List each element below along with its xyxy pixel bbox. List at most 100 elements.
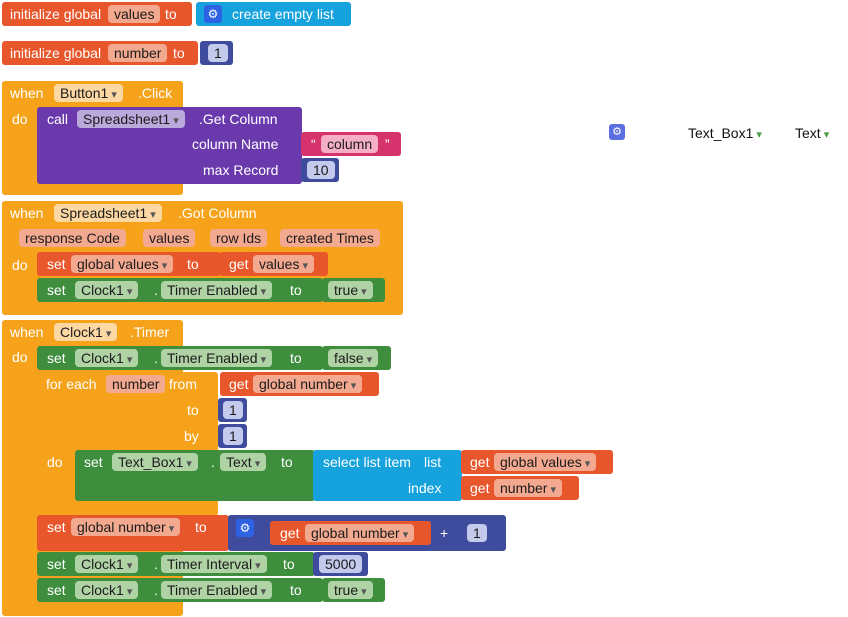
get-global-number-block[interactable]: get global number	[220, 372, 379, 396]
var-name-values[interactable]: values	[108, 5, 161, 23]
dot-label: .	[154, 582, 158, 598]
set-clock-timer-interval-block[interactable]: set Clock1 . Timer Interval to	[37, 552, 315, 576]
init-global-values-block[interactable]: initialize global values to	[2, 2, 192, 26]
component-dropdown[interactable]: Clock1	[75, 581, 139, 599]
component-dropdown[interactable]: Clock1	[75, 349, 139, 367]
to-label: to	[281, 454, 293, 470]
variable-dropdown[interactable]: global values	[494, 453, 597, 471]
get-values-block[interactable]: get values	[220, 252, 328, 276]
variable-dropdown[interactable]: global values	[71, 255, 174, 273]
when-label: when	[10, 205, 44, 221]
to-label: to	[290, 282, 302, 298]
boolean-dropdown[interactable]: false	[328, 349, 379, 367]
get-global-values-block[interactable]: get global values	[461, 450, 613, 474]
number-value[interactable]: 1	[223, 401, 243, 419]
dot-label: .	[211, 454, 215, 470]
property-dropdown[interactable]: Text	[220, 453, 267, 471]
number-block[interactable]: 5000	[313, 552, 368, 576]
when-label: when	[10, 85, 44, 101]
set-clock-timer-enabled-block[interactable]: set Clock1 . Timer Enabled to	[37, 346, 323, 370]
boolean-true-block[interactable]: true	[322, 578, 385, 602]
workspace-component-dropdown[interactable]: Text_Box1	[688, 124, 762, 144]
to-label: to	[290, 582, 302, 598]
gear-icon[interactable]: ⚙	[236, 519, 254, 537]
property-dropdown[interactable]: Timer Interval	[161, 555, 267, 573]
property-dropdown[interactable]: Timer Enabled	[161, 349, 273, 367]
select-list-item-block[interactable]: select list item list index	[313, 450, 462, 501]
number-value[interactable]: 1	[208, 44, 228, 62]
component-dropdown[interactable]: Text_Box1	[112, 453, 198, 471]
number-block[interactable]: 1	[200, 41, 233, 65]
set-label: set	[47, 582, 66, 598]
component-dropdown[interactable]: Clock1	[75, 555, 139, 573]
column-name-label: column Name	[192, 136, 279, 152]
dot-label: .	[154, 556, 158, 572]
variable-dropdown[interactable]: global number	[305, 524, 415, 542]
dot-label: .	[154, 282, 158, 298]
gear-icon[interactable]: ⚙	[204, 5, 222, 23]
for-each-label: for each	[46, 376, 97, 392]
index-label: index	[408, 480, 442, 496]
boolean-false-block[interactable]: false	[322, 346, 391, 370]
to-label: to	[187, 256, 199, 272]
param-created-times[interactable]: created Times	[280, 229, 380, 247]
variable-dropdown[interactable]: global number	[71, 518, 181, 536]
property-dropdown[interactable]: Timer Enabled	[161, 581, 273, 599]
number-block[interactable]: 10	[301, 158, 339, 182]
property-dropdown[interactable]: Timer Enabled	[161, 281, 273, 299]
component-dropdown[interactable]: Clock1	[54, 323, 118, 341]
workspace-property-dropdown[interactable]: Text	[795, 124, 829, 144]
do-label: do	[12, 111, 28, 127]
open-quote: “	[311, 136, 316, 152]
set-global-values-block[interactable]: set global values to	[37, 252, 221, 276]
component-dropdown[interactable]: Clock1	[75, 281, 139, 299]
do-label: do	[12, 257, 28, 273]
init-label: initialize global	[10, 6, 102, 22]
boolean-dropdown[interactable]: true	[328, 281, 373, 299]
call-get-column-block[interactable]: call Spreadsheet1 .Get Column column Nam…	[37, 107, 302, 184]
to-label: to	[165, 6, 177, 22]
component-dropdown[interactable]: Spreadsheet1	[77, 110, 185, 128]
set-clock-timer-enabled-block[interactable]: set Clock1 . Timer Enabled to	[37, 278, 323, 302]
create-empty-list-block[interactable]: ⚙ create empty list	[196, 2, 351, 26]
variable-dropdown[interactable]: global number	[253, 375, 363, 393]
get-global-number-block[interactable]: get global number	[270, 521, 431, 545]
plus-label: +	[440, 525, 449, 541]
init-global-number-block[interactable]: initialize global number to	[2, 41, 198, 65]
string-value[interactable]: column	[321, 135, 379, 153]
from-label: from	[169, 376, 197, 392]
boolean-true-block[interactable]: true	[322, 278, 385, 302]
event-label: .Click	[138, 85, 173, 101]
set-textbox-text-block[interactable]: set Text_Box1 . Text to	[75, 450, 315, 501]
get-number-block[interactable]: get number	[461, 476, 579, 500]
param-response-code[interactable]: response Code	[19, 229, 126, 247]
param-values[interactable]: values	[143, 229, 196, 247]
method-label: .Get Column	[199, 111, 278, 127]
param-row-ids[interactable]: row Ids	[210, 229, 268, 247]
number-value[interactable]: 10	[307, 161, 335, 179]
text-string-block[interactable]: “ column ”	[301, 132, 401, 156]
number-block[interactable]: 1	[461, 521, 497, 545]
var-name-number[interactable]: number	[108, 44, 168, 62]
get-label: get	[470, 480, 490, 496]
set-global-number-block[interactable]: set global number to	[37, 515, 229, 551]
component-dropdown[interactable]: Spreadsheet1	[54, 204, 162, 222]
create-empty-list-label: create empty list	[232, 6, 334, 22]
set-label: set	[47, 556, 66, 572]
boolean-dropdown[interactable]: true	[328, 581, 373, 599]
number-value[interactable]: 1	[223, 427, 243, 445]
event-label: .Got Column	[178, 205, 257, 221]
component-dropdown[interactable]: Button1	[54, 84, 123, 102]
gear-icon[interactable]: ⚙	[609, 124, 625, 140]
variable-dropdown[interactable]: number	[494, 479, 563, 497]
number-value[interactable]: 5000	[319, 555, 363, 573]
set-clock-timer-enabled-block[interactable]: set Clock1 . Timer Enabled to	[37, 578, 323, 602]
to-label: to	[283, 556, 295, 572]
number-value[interactable]: 1	[467, 524, 487, 542]
number-block[interactable]: 1	[218, 424, 247, 448]
loop-variable[interactable]: number	[106, 375, 166, 393]
init-label: initialize global	[10, 45, 102, 61]
number-block[interactable]: 1	[218, 398, 247, 422]
by-label: by	[184, 428, 199, 444]
variable-dropdown[interactable]: values	[253, 255, 315, 273]
